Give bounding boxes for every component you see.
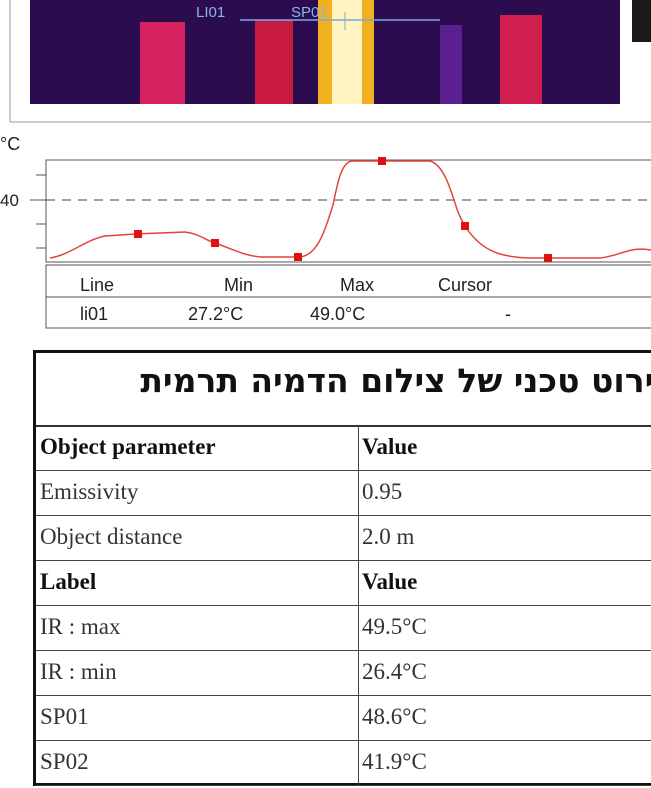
hot-area [332,0,362,104]
spot-label: SP01 [291,4,328,21]
thermal-image-2 [632,0,651,42]
report-title: פירוט טכני של צילום הדמיה תרמית [140,361,651,400]
column-divider [358,695,359,740]
report-row: SP02 41.9°C [36,740,651,786]
report-row: IR : min 26.4°C [36,650,651,696]
line-label: LI01 [196,4,225,21]
ticks [30,175,46,248]
info-header: Min [224,275,253,295]
column-divider [358,650,359,695]
report-cell: 2.0 m [362,524,414,550]
report-cell: 48.6°C [362,704,427,730]
column-divider [358,470,359,515]
report-cell: Emissivity [40,479,138,505]
page: LI01 SP01 °C 40 Line Min Max Cursor li01 27.2… [0,0,651,788]
report-cell: Value [362,569,417,595]
report-row: Object distance 2.0 m [36,515,651,561]
report-row: SP01 48.6°C [36,695,651,741]
info-cell: 27.2°C [188,304,243,324]
info-cell: - [505,304,511,324]
info-cell: li01 [80,304,108,324]
report-cell: Label [40,569,96,595]
report-cell: 0.95 [362,479,402,505]
profile-box [46,160,651,262]
tick-label: 40 [0,191,19,210]
profile-curve [50,161,651,258]
column-divider [358,560,359,605]
report-cell: SP02 [40,749,89,775]
report-title-cell: פירוט טכני של צילום הדמיה תרמית [36,353,651,427]
column-divider [358,515,359,560]
info-header: Max [340,275,374,295]
report-row: IR : max 49.5°C [36,605,651,651]
report-table: פירוט טכני של צילום הדמיה תרמית Object p… [33,350,651,786]
hot-area [140,22,185,104]
report-cell: IR : max [40,614,121,640]
report-cell: 49.5°C [362,614,427,640]
hot-area [500,15,542,104]
report-cell: Object parameter [40,434,216,460]
report-row: Label Value [36,560,651,606]
profile-markers [134,157,552,262]
report-cell: 26.4°C [362,659,427,685]
info-header: Cursor [438,275,492,295]
hot-area [440,25,462,104]
column-divider [358,740,359,785]
column-divider [358,425,359,470]
report-row: Object parameter Value [36,425,651,471]
info-header: Line [80,275,114,295]
hot-area [255,20,293,104]
thermal-section: LI01 SP01 °C 40 Line Min Max Cursor li01 27.2… [0,0,651,340]
report-cell: 41.9°C [362,749,427,775]
info-cell: 49.0°C [310,304,365,324]
report-cell: Value [362,434,417,460]
report-cell: Object distance [40,524,182,550]
unit-label: °C [0,134,20,154]
column-divider [358,605,359,650]
report-cell: SP01 [40,704,89,730]
report-cell: IR : min [40,659,117,685]
report-row: Emissivity 0.95 [36,470,651,516]
